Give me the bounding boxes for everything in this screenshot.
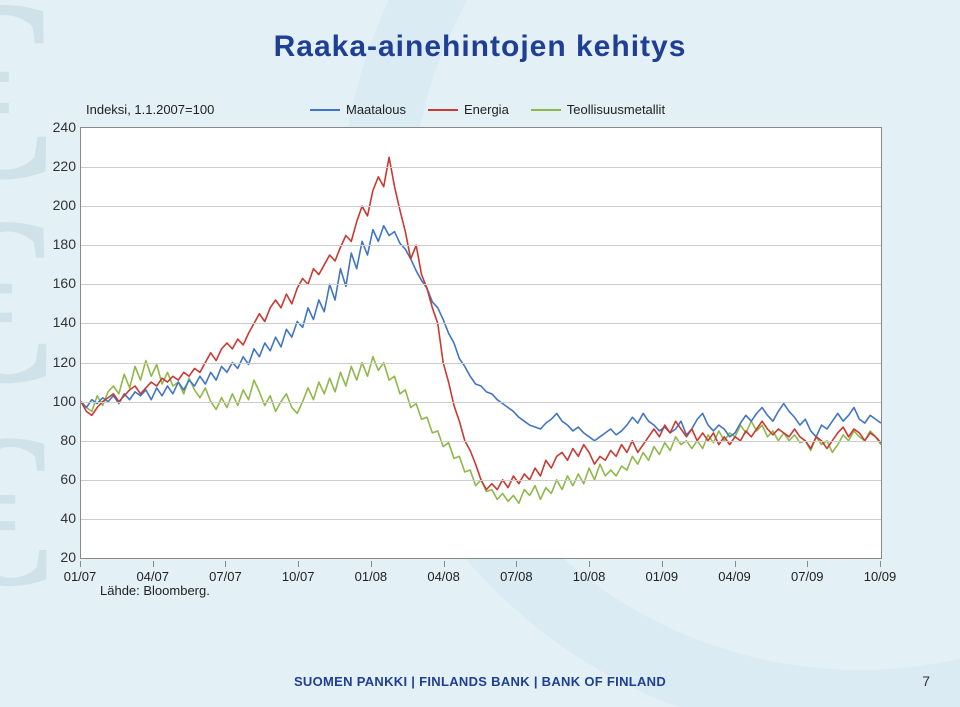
- x-tick-label: 04/09: [718, 569, 751, 584]
- chart-legend: Maatalous Energia Teollisuusmetallit: [310, 102, 665, 117]
- x-tick-mark: [444, 561, 445, 567]
- x-tick-mark: [225, 561, 226, 567]
- gridline: [81, 206, 881, 207]
- legend-item: Teollisuusmetallit: [531, 102, 665, 117]
- y-tick-label: 140: [36, 314, 76, 330]
- x-tick-mark: [735, 561, 736, 567]
- page-number: 7: [922, 673, 930, 689]
- y-tick-label: 40: [36, 510, 76, 526]
- x-tick-mark: [298, 561, 299, 567]
- y-tick-label: 60: [36, 471, 76, 487]
- y-tick-label: 80: [36, 432, 76, 448]
- y-tick-label: 100: [36, 393, 76, 409]
- x-tick-mark: [880, 561, 881, 567]
- index-note: Indeksi, 1.1.2007=100: [86, 102, 214, 117]
- commodity-price-chart: Indeksi, 1.1.2007=100 Maatalous Energia Te…: [80, 105, 880, 605]
- x-tick-label: 10/08: [573, 569, 606, 584]
- gridline: [81, 245, 881, 246]
- x-tick-mark: [662, 561, 663, 567]
- x-tick-mark: [516, 561, 517, 567]
- x-tick-mark: [153, 561, 154, 567]
- y-tick-label: 220: [36, 158, 76, 174]
- gridline: [81, 402, 881, 403]
- y-tick-label: 240: [36, 119, 76, 135]
- x-tick-label: 10/07: [282, 569, 315, 584]
- legend-label: Maatalous: [346, 102, 406, 117]
- x-tick-label: 07/07: [209, 569, 242, 584]
- legend-label: Energia: [464, 102, 509, 117]
- legend-item: Energia: [428, 102, 509, 117]
- y-axis: 240 220 200 180 160 140 120 100 80 60 40 20: [36, 105, 76, 605]
- x-tick-mark: [371, 561, 372, 567]
- legend-swatch: [428, 109, 458, 111]
- legend-item: Maatalous: [310, 102, 406, 117]
- gridline: [81, 323, 881, 324]
- x-tick-label: 07/09: [791, 569, 824, 584]
- legend-label: Teollisuusmetallit: [567, 102, 665, 117]
- gridline: [81, 363, 881, 364]
- x-tick-label: 04/07: [136, 569, 169, 584]
- legend-swatch: [531, 109, 561, 111]
- x-tick-mark: [589, 561, 590, 567]
- page-title: Raaka-ainehintojen kehitys: [0, 30, 960, 64]
- x-tick-mark: [807, 561, 808, 567]
- y-tick-label: 120: [36, 354, 76, 370]
- plot-area: [80, 127, 882, 559]
- gridline: [81, 284, 881, 285]
- gridline: [81, 167, 881, 168]
- x-tick-label: 01/09: [646, 569, 679, 584]
- x-tick-label: 01/07: [64, 569, 97, 584]
- gridline: [81, 480, 881, 481]
- y-tick-label: 200: [36, 197, 76, 213]
- x-tick-mark: [80, 561, 81, 567]
- x-tick-label: 04/08: [427, 569, 460, 584]
- x-tick-label: 10/09: [864, 569, 897, 584]
- x-axis: 01/0704/0707/0710/0701/0804/0807/0810/08…: [80, 561, 880, 581]
- chart-lines: [81, 128, 881, 558]
- x-tick-label: 07/08: [500, 569, 533, 584]
- legend-swatch: [310, 109, 340, 111]
- y-tick-label: 160: [36, 275, 76, 291]
- y-tick-label: 20: [36, 549, 76, 565]
- x-tick-label: 01/08: [355, 569, 388, 584]
- series-line: [81, 226, 881, 441]
- gridline: [81, 519, 881, 520]
- footer: SUOMEN PANKKI | FINLANDS BANK | BANK OF …: [0, 674, 960, 689]
- gridline: [81, 441, 881, 442]
- source-note: Lähde: Bloomberg.: [100, 583, 210, 598]
- y-tick-label: 180: [36, 236, 76, 252]
